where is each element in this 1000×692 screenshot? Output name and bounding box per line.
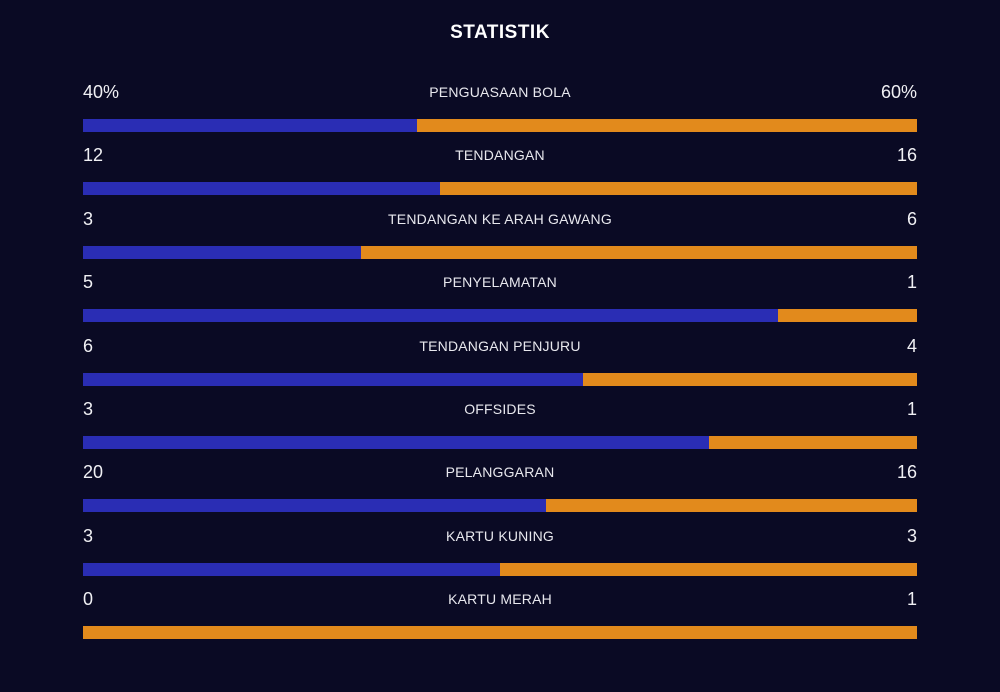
stat-label: KARTU KUNING bbox=[446, 527, 554, 544]
home-bar-fill bbox=[83, 245, 361, 259]
away-bar-fill bbox=[708, 435, 917, 449]
away-value: 3 bbox=[906, 525, 917, 546]
away-value: 60% bbox=[880, 82, 917, 102]
away-value: 1 bbox=[906, 272, 917, 293]
comparison-bar bbox=[83, 626, 917, 640]
home-bar-fill bbox=[83, 499, 547, 513]
comparison-bar bbox=[83, 499, 917, 513]
stat-row: 12 TENDANGAN 16 bbox=[83, 143, 917, 206]
home-value: 3 bbox=[83, 398, 94, 419]
away-bar-fill bbox=[777, 309, 917, 323]
comparison-bar bbox=[83, 435, 917, 449]
stat-row: 40% PENGUASAAN BOLA 60% bbox=[83, 80, 917, 143]
stat-row: 3 KARTU KUNING 3 bbox=[83, 524, 917, 587]
home-bar-fill bbox=[83, 182, 441, 196]
stats-title: STATISTIK bbox=[450, 22, 550, 43]
home-value: 0 bbox=[83, 589, 94, 610]
stat-row: 3 OFFSIDES 1 bbox=[83, 397, 917, 460]
comparison-bar bbox=[83, 245, 917, 259]
comparison-bar bbox=[83, 562, 917, 576]
home-value: 6 bbox=[83, 335, 94, 356]
stat-label: OFFSIDES bbox=[464, 400, 536, 417]
home-value: 5 bbox=[83, 272, 94, 293]
stat-row: 0 KARTU MERAH 1 bbox=[83, 587, 917, 650]
away-bar-fill bbox=[83, 626, 917, 640]
away-value: 4 bbox=[906, 335, 917, 356]
stat-row: 5 PENYELAMATAN 1 bbox=[83, 270, 917, 333]
away-value: 1 bbox=[906, 398, 917, 419]
away-value: 6 bbox=[906, 208, 917, 229]
comparison-bar bbox=[83, 119, 917, 132]
comparison-bar bbox=[83, 309, 917, 323]
home-bar-fill bbox=[83, 309, 778, 323]
away-value: 16 bbox=[896, 145, 917, 166]
away-bar-fill bbox=[416, 119, 917, 132]
stat-header: 40% PENGUASAAN BOLA 60% bbox=[83, 80, 917, 108]
away-bar-fill bbox=[440, 182, 917, 196]
away-value: 16 bbox=[896, 462, 917, 483]
stat-label: TENDANGAN PENJURU bbox=[419, 337, 581, 354]
home-bar-fill bbox=[83, 435, 709, 449]
stat-header: 3 OFFSIDES 1 bbox=[83, 397, 917, 425]
stat-label: TENDANGAN bbox=[455, 147, 545, 164]
stat-header: 3 KARTU KUNING 3 bbox=[83, 524, 917, 552]
home-value: 12 bbox=[83, 145, 104, 166]
home-value: 3 bbox=[83, 208, 94, 229]
away-bar-fill bbox=[500, 562, 917, 576]
stat-header: 3 TENDANGAN KE ARAH GAWANG 6 bbox=[83, 207, 917, 235]
away-bar-fill bbox=[583, 372, 917, 386]
stat-label: PENGUASAAN BOLA bbox=[429, 84, 571, 100]
home-bar-fill bbox=[83, 372, 584, 386]
home-bar-fill bbox=[83, 562, 500, 576]
stat-header: 20 PELANGGARAN 16 bbox=[83, 460, 917, 488]
stat-row: 3 TENDANGAN KE ARAH GAWANG 6 bbox=[83, 207, 917, 270]
home-value: 20 bbox=[83, 462, 104, 483]
stat-header: 6 TENDANGAN PENJURU 4 bbox=[83, 334, 917, 362]
stat-label: KARTU MERAH bbox=[448, 591, 552, 608]
comparison-bar bbox=[83, 372, 917, 386]
home-value: 3 bbox=[83, 525, 94, 546]
stat-label: TENDANGAN KE ARAH GAWANG bbox=[388, 210, 612, 227]
stat-row: 6 TENDANGAN PENJURU 4 bbox=[83, 334, 917, 397]
stat-header: 12 TENDANGAN 16 bbox=[83, 143, 917, 171]
away-bar-fill bbox=[360, 245, 917, 259]
stat-header: 5 PENYELAMATAN 1 bbox=[83, 270, 917, 298]
stat-row: 20 PELANGGARAN 16 bbox=[83, 460, 917, 523]
stat-label: PENYELAMATAN bbox=[443, 274, 557, 291]
away-bar-fill bbox=[546, 499, 917, 513]
home-bar-fill bbox=[83, 119, 417, 132]
away-value: 1 bbox=[906, 589, 917, 610]
stats-list: 40% PENGUASAAN BOLA 60% 12 TENDANGAN 16 3 TENDA… bbox=[83, 80, 917, 651]
comparison-bar bbox=[83, 182, 917, 196]
home-value: 40% bbox=[83, 82, 120, 102]
stat-label: PELANGGARAN bbox=[445, 464, 555, 481]
stat-header: 0 KARTU MERAH 1 bbox=[83, 587, 917, 615]
